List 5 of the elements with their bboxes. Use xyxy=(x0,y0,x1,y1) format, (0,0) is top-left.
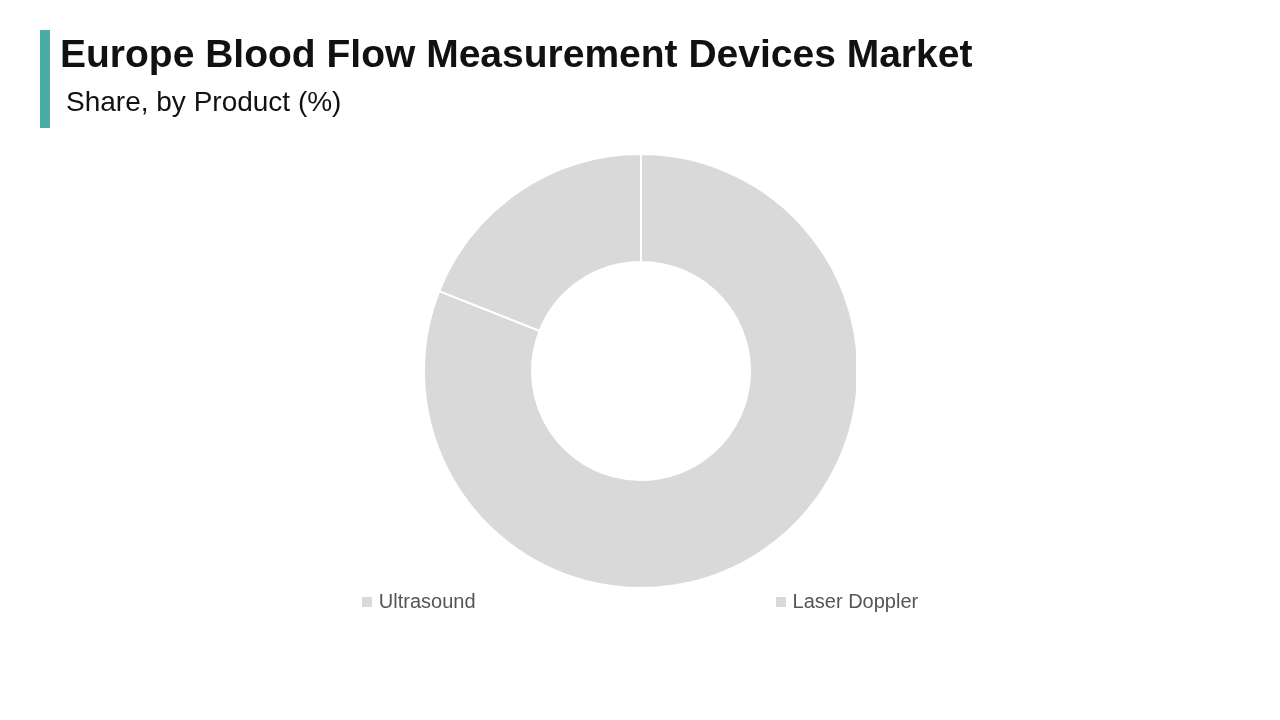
donut-slice xyxy=(423,153,856,589)
legend-label: Laser Doppler xyxy=(792,590,919,613)
legend-label: Ultrasound xyxy=(378,590,476,613)
chart-subtitle: Share, by Product (%) xyxy=(66,86,342,118)
chart-title: Europe Blood Flow Measurement Devices Market xyxy=(60,32,973,76)
